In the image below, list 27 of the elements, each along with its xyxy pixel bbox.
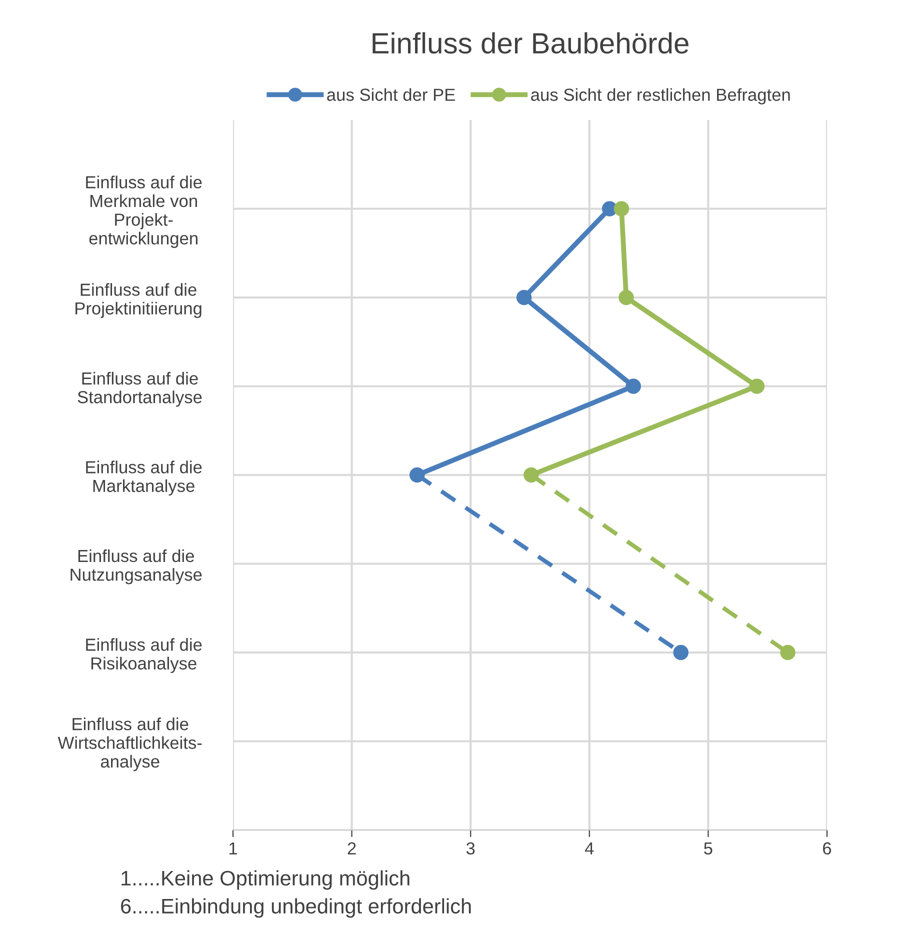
y-tick-label: Einfluss auf die Risikoanalyse bbox=[86, 638, 202, 673]
point bbox=[673, 644, 689, 660]
legend-label: aus Sicht der PE bbox=[327, 88, 455, 101]
x-tick-label: 1 bbox=[229, 842, 237, 854]
x-tick-label: 3 bbox=[466, 842, 475, 855]
y-tick-label: Einfluss auf die Projektinitiierung bbox=[76, 283, 202, 318]
point bbox=[516, 290, 532, 306]
x-tick-label: 4 bbox=[584, 842, 594, 854]
text: 1.....Keine Optimierung möglich bbox=[122, 870, 410, 890]
chart-title: Einfluss der Baubehörde bbox=[372, 32, 688, 54]
legend-label: aus Sicht der restlichen Befragten bbox=[531, 88, 790, 104]
y-tick-label: Einfluss auf die Wirtschaftlichkeits- analyse bbox=[58, 718, 202, 772]
y-tick-label: Einfluss auf die Standortanalyse bbox=[78, 372, 202, 407]
text: 6.....Einbindung unbedingt erforderlich bbox=[121, 898, 471, 918]
x-tick-label: 6 bbox=[823, 842, 832, 855]
point bbox=[410, 467, 425, 483]
point bbox=[614, 201, 630, 216]
x-tick-label: 5 bbox=[704, 842, 712, 855]
y-tick-label: Einfluss auf die Nutzungsanalyse bbox=[70, 549, 202, 584]
y-tick-label: Einfluss auf die Merkmale von Projekt- entwicklungen bbox=[86, 176, 202, 248]
point bbox=[749, 378, 765, 394]
point bbox=[524, 467, 539, 483]
point bbox=[618, 290, 634, 306]
x-tick-label: 2 bbox=[348, 842, 356, 854]
y-tick-label: Einfluss auf die Marktanalyse bbox=[86, 460, 202, 496]
point bbox=[780, 644, 796, 660]
point bbox=[626, 378, 641, 394]
